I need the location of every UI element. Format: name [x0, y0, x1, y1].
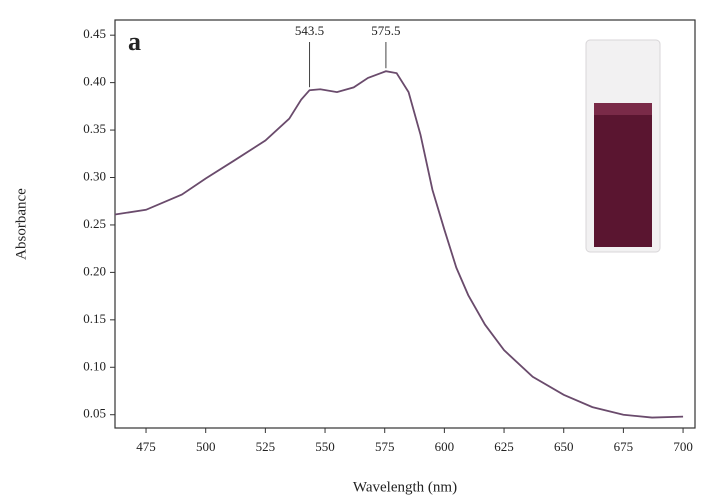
y-tick-label: 0.15	[83, 311, 106, 326]
y-tick-label: 0.10	[83, 358, 106, 373]
x-tick-label: 600	[435, 439, 455, 454]
cuvette-photo	[585, 39, 661, 253]
panel-label: a	[128, 27, 141, 56]
x-tick-label: 700	[673, 439, 693, 454]
plot-frame	[114, 19, 696, 429]
y-tick-label: 0.30	[83, 168, 106, 183]
x-tick-label: 525	[256, 439, 276, 454]
y-tick-label: 0.45	[83, 26, 106, 41]
y-tick-label: 0.20	[83, 263, 106, 278]
spectrum-line	[114, 70, 684, 419]
cuvette-meniscus	[594, 103, 652, 115]
x-tick-label: 675	[614, 439, 634, 454]
x-tick-label: 575	[375, 439, 395, 454]
peak-label: 575.5	[371, 23, 400, 38]
x-tick-label: 650	[554, 439, 574, 454]
peak-label: 543.5	[295, 23, 324, 38]
x-tick-label: 550	[315, 439, 335, 454]
x-tick-label: 625	[494, 439, 514, 454]
y-tick-label: 0.05	[83, 406, 106, 421]
x-axis-label: Wavelength (nm)	[353, 479, 457, 495]
cuvette-liquid	[594, 103, 652, 247]
y-tick-label: 0.25	[83, 216, 106, 231]
y-axis-label: Absorbance	[13, 188, 29, 260]
y-tick-label: 0.40	[83, 74, 106, 89]
x-tick-label: 475	[136, 439, 156, 454]
y-tick-label: 0.35	[83, 121, 106, 136]
x-tick-label: 500	[196, 439, 216, 454]
